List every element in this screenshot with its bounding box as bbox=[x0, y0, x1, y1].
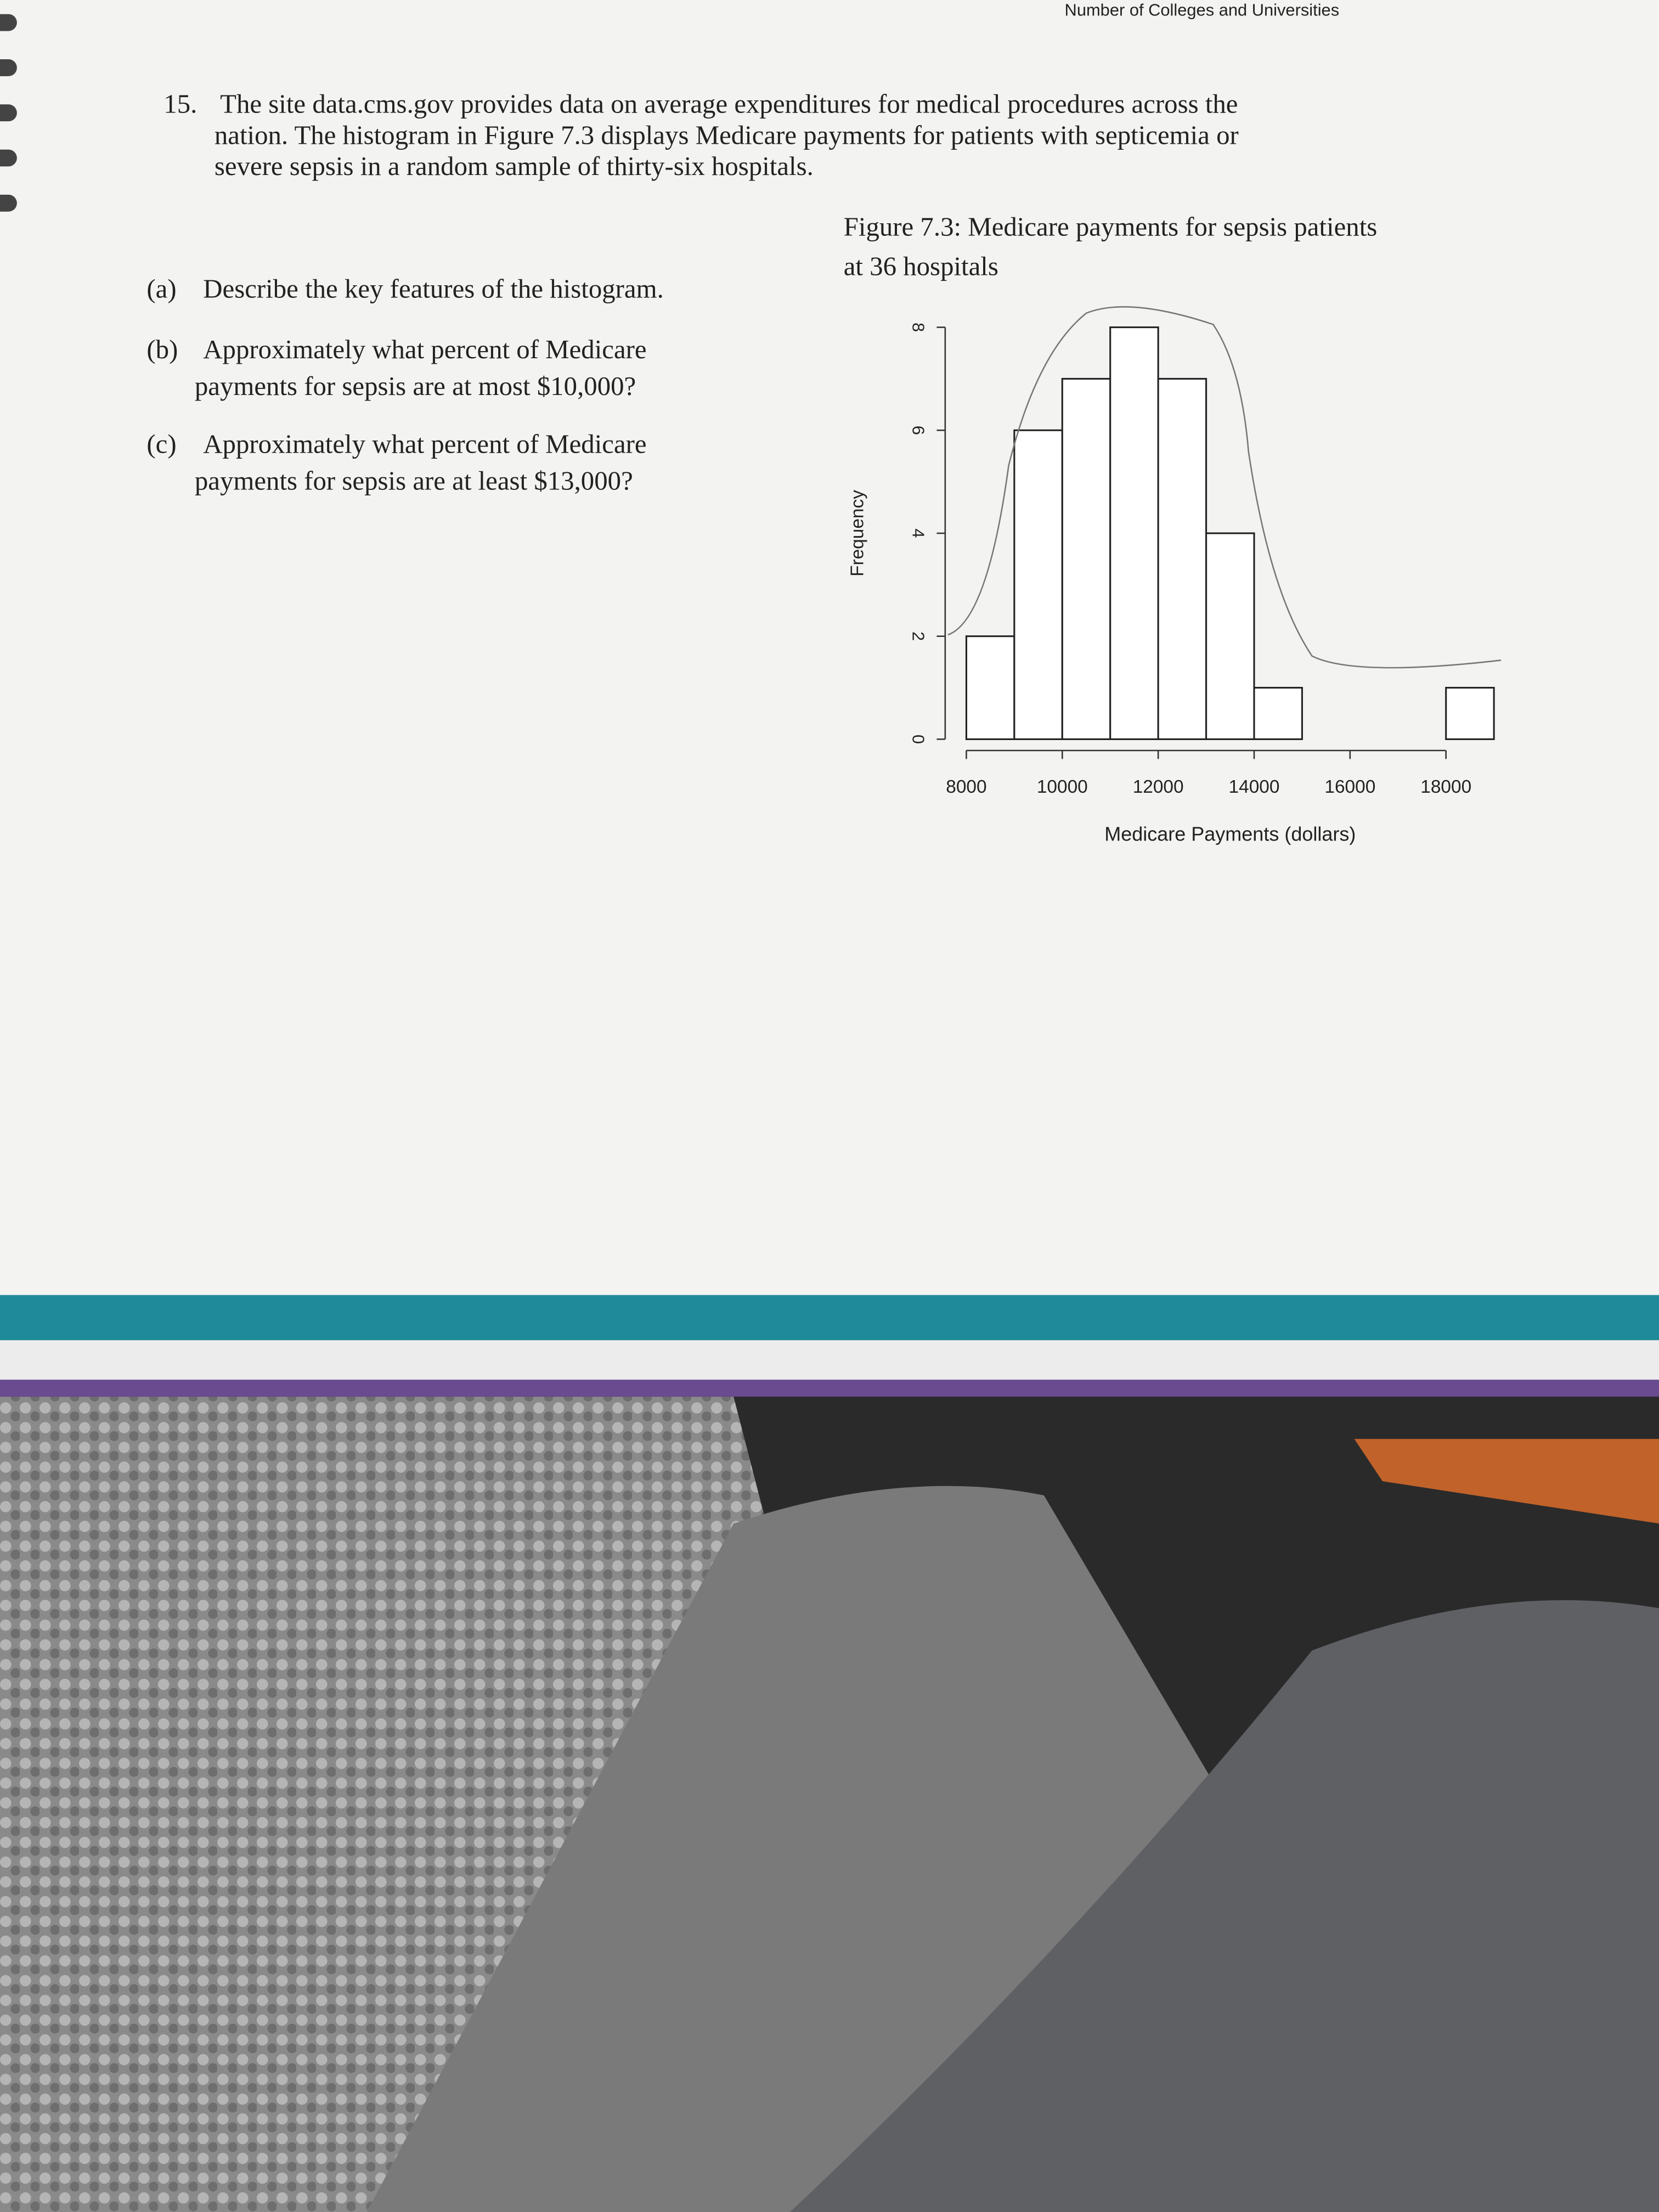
part-label: (c) bbox=[146, 428, 176, 459]
problem-text: nation. The histogram in Figure 7.3 disp… bbox=[215, 120, 1239, 150]
histogram: 0 2 4 6 8 Frequency 8000 10000 12000 14000 16000 18… bbox=[848, 306, 1502, 845]
part-text: payments for sepsis are at least $13,000… bbox=[195, 465, 633, 495]
bar bbox=[965, 635, 1015, 740]
x-tick-label: 14000 bbox=[1229, 777, 1280, 797]
x-tick-label: 10000 bbox=[1037, 777, 1088, 797]
bar bbox=[1013, 429, 1063, 740]
x-tick-label: 18000 bbox=[1420, 777, 1471, 797]
x-tick-label: 16000 bbox=[1324, 777, 1375, 797]
x-tick-label: 12000 bbox=[1133, 777, 1184, 797]
y-tick-label: 2 bbox=[909, 631, 928, 641]
book-edge bbox=[0, 1295, 1659, 1340]
part-text: Describe the key features of the histogr… bbox=[203, 274, 664, 304]
bar bbox=[1109, 326, 1159, 740]
bar bbox=[1445, 687, 1495, 740]
running-title: Number of Colleges and Universities bbox=[1065, 0, 1340, 19]
part-text: payments for sepsis are at most $10,000? bbox=[195, 371, 636, 401]
figure-caption: Figure 7.3: Medicare payments for sepsis… bbox=[844, 211, 1378, 241]
book-cover bbox=[0, 1379, 1659, 1397]
part-text: Approximately what percent of Medicare bbox=[203, 428, 646, 459]
book-page bbox=[0, 1340, 1659, 1383]
bar bbox=[1205, 532, 1255, 740]
problem-text: The site data.cms.gov provides data on a… bbox=[220, 89, 1238, 119]
x-axis-label: Medicare Payments (dollars) bbox=[1104, 823, 1356, 845]
bar bbox=[1061, 377, 1111, 740]
figure-caption: at 36 hospitals bbox=[844, 251, 998, 281]
bar bbox=[1157, 377, 1207, 740]
y-axis-label: Frequency bbox=[848, 490, 868, 577]
paper bbox=[0, 0, 1659, 1295]
pencil-curve bbox=[947, 306, 1502, 669]
y-tick-label: 4 bbox=[909, 528, 928, 538]
bar bbox=[1253, 687, 1303, 740]
x-tick-label: 8000 bbox=[946, 777, 986, 797]
part-label: (b) bbox=[146, 334, 178, 364]
part-label: (a) bbox=[146, 274, 176, 304]
spiral bbox=[0, 14, 17, 212]
object bbox=[1354, 1438, 1659, 1524]
problem-text: severe sepsis in a random sample of thir… bbox=[215, 151, 814, 181]
problem-number: 15. bbox=[163, 89, 197, 119]
y-tick-label: 6 bbox=[909, 426, 928, 435]
part-text: Approximately what percent of Medicare bbox=[203, 334, 646, 364]
y-tick-label: 8 bbox=[909, 323, 928, 332]
y-tick-label: 0 bbox=[909, 735, 928, 744]
sleeve bbox=[790, 1600, 1659, 2212]
